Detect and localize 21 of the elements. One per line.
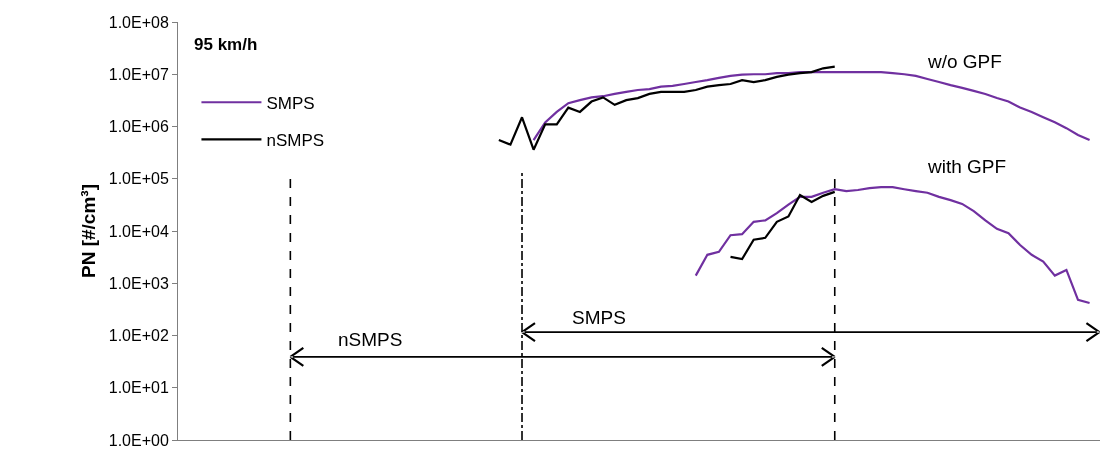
legend-label: nSMPS <box>266 130 325 150</box>
line-series <box>497 65 836 151</box>
y-tick-label: 1.0E+08 <box>108 13 169 31</box>
y-axis-title: PN [#/cm³] <box>77 184 99 278</box>
y-tick-label: 1.0E+03 <box>108 274 169 292</box>
y-tick-label: 1.0E+04 <box>108 222 169 240</box>
annotation: nSMPS <box>338 329 403 350</box>
y-tick-label: 1.0E+06 <box>108 118 169 136</box>
annotation: 95 km/h <box>194 35 258 54</box>
y-tick-label: 1.0E+01 <box>108 379 169 397</box>
annotation: SMPS <box>572 307 626 328</box>
y-tick-label: 1.0E+02 <box>108 327 169 345</box>
legend-label: SMPS <box>266 93 315 113</box>
line-series <box>694 186 1091 305</box>
line-series <box>532 70 1091 142</box>
y-tick-label: 1.0E+07 <box>108 65 169 83</box>
y-tick-label: 1.0E+05 <box>108 170 169 188</box>
annotation: w/o GPF <box>927 51 1002 72</box>
annotation: with GPF <box>927 156 1007 177</box>
y-tick-label: 1.0E+00 <box>108 431 169 449</box>
line-series <box>729 190 836 261</box>
